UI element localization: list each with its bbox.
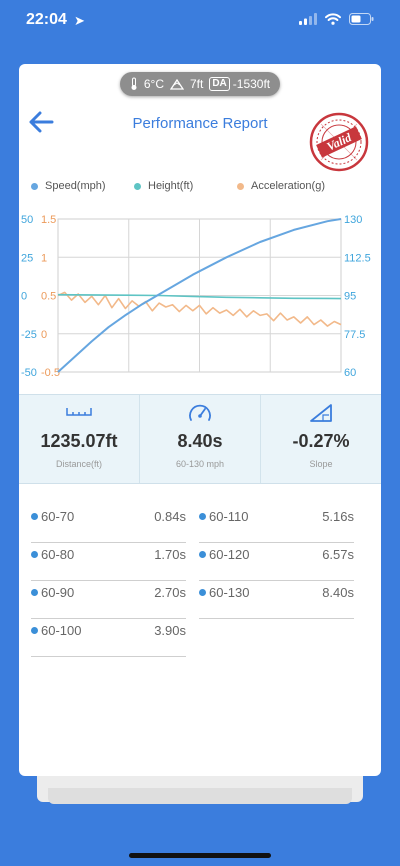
split-dot <box>31 551 38 558</box>
y-tick-label-speed: 25 <box>21 252 33 264</box>
legend-dot <box>31 182 38 190</box>
split-row-60-70: 60-70 0.84s <box>31 504 186 543</box>
time-label: 60-130 mph <box>175 459 225 469</box>
split-range: 60-120 <box>209 547 250 562</box>
split-row-60-130: 60-130 8.40s <box>199 580 354 619</box>
y-tick-label-right: 95 <box>344 291 356 303</box>
height-series-line <box>57 293 342 300</box>
weather-pill: 6°C 7ft DA -1530ft <box>120 72 280 96</box>
split-dot <box>31 513 38 520</box>
elevation-value: 7ft <box>189 77 204 91</box>
split-time: 3.90s <box>154 623 186 638</box>
y-tick-label-speed: 0 <box>21 291 27 303</box>
slope-label: Slope <box>309 459 333 469</box>
legend-dot <box>134 182 141 190</box>
page-title: Performance Report <box>132 115 268 132</box>
stat-slope: -0.27% Slope <box>260 395 381 483</box>
split-dot <box>31 589 38 596</box>
status-icons <box>299 13 374 25</box>
y-tick-label-acceleration: 0 <box>41 329 47 341</box>
legend-item-acceleration[interactable]: Acceleration(g) <box>237 180 325 192</box>
split-range: 60-130 <box>209 585 250 600</box>
split-dot <box>199 589 206 596</box>
legend-label: Acceleration(g) <box>251 180 325 192</box>
y-tick-label-right: 112.5 <box>344 252 371 264</box>
valid-stamp: Valid <box>309 112 369 172</box>
legend-label: Speed(mph) <box>45 180 106 192</box>
split-row-60-120: 60-120 6.57s <box>199 542 354 581</box>
y-tick-label-speed: -50 <box>21 367 37 379</box>
y-tick-label-right: 130 <box>344 214 362 226</box>
speed-series-line <box>57 218 342 373</box>
ruler-icon <box>19 403 139 425</box>
split-time: 2.70s <box>154 585 186 600</box>
legend-item-height[interactable]: Height(ft) <box>134 180 193 192</box>
slope-icon <box>261 403 381 425</box>
split-range: 60-90 <box>41 585 75 600</box>
performance-chart[interactable]: 50 25 0 -25 -50 1.5 1 0.5 0 -0.5 130 112.5 95 77.5 60 <box>19 209 381 387</box>
split-row-60-100: 60-100 3.90s <box>31 618 186 657</box>
y-tick-label-acceleration: 1.5 <box>41 214 56 226</box>
split-time: 5.16s <box>322 509 354 524</box>
y-tick-label-acceleration: -0.5 <box>41 367 60 379</box>
stat-time: 8.40s 60-130 mph <box>139 395 260 483</box>
stat-distance: 1235.07ft Distance(ft) <box>19 395 139 483</box>
split-row-60-80: 60-80 1.70s <box>31 542 186 581</box>
split-time: 8.40s <box>322 585 354 600</box>
y-tick-label-acceleration: 0.5 <box>41 291 56 303</box>
split-time: 1.70s <box>154 547 186 562</box>
split-time: 0.84s <box>154 509 186 524</box>
split-time: 6.57s <box>322 547 354 562</box>
density-altitude-badge: DA <box>209 77 230 91</box>
split-range: 60-100 <box>41 623 82 638</box>
y-tick-label-speed: -25 <box>21 329 37 341</box>
back-button[interactable] <box>27 110 55 139</box>
y-tick-label-speed: 50 <box>21 214 33 226</box>
status-bar: 22:04 ➤ <box>0 0 400 44</box>
legend-dot <box>237 182 244 190</box>
split-row-60-110: 60-110 5.16s <box>199 504 354 543</box>
split-range: 60-110 <box>209 509 249 524</box>
legend-item-speed[interactable]: Speed(mph) <box>31 180 106 192</box>
split-range: 60-70 <box>41 509 75 524</box>
status-time: 22:04 <box>26 11 67 28</box>
home-indicator <box>129 853 271 858</box>
card-stack-shadow-back <box>48 788 352 804</box>
back-arrow-icon <box>29 111 54 133</box>
stats-panel: 1235.07ft Distance(ft) 8.40s 60-130 mph … <box>19 394 381 484</box>
split-range: 60-80 <box>41 547 75 562</box>
temperature-value: 6°C <box>143 77 164 91</box>
split-dot <box>199 551 206 558</box>
battery-icon <box>349 13 374 25</box>
y-tick-label-acceleration: 1 <box>41 252 47 264</box>
y-tick-label-right: 77.5 <box>344 329 365 341</box>
time-value: 8.40s <box>177 431 223 451</box>
legend-label: Height(ft) <box>148 180 194 192</box>
thermometer-icon <box>130 77 138 91</box>
density-altitude-value: -1530ft <box>232 77 271 91</box>
location-arrow-icon: ➤ <box>74 13 85 28</box>
wifi-icon <box>325 13 341 25</box>
y-tick-label-right: 60 <box>344 367 356 379</box>
report-card: 6°C 7ft DA -1530ft Performance Report Va… <box>19 64 381 776</box>
slope-value: -0.27% <box>292 431 350 451</box>
split-dot <box>31 627 38 634</box>
distance-label: Distance(ft) <box>55 459 102 469</box>
speedometer-icon <box>140 403 260 425</box>
split-dot <box>199 513 206 520</box>
cellular-signal-icon <box>299 13 317 25</box>
mountain-icon <box>169 78 184 90</box>
distance-value: 1235.07ft <box>40 431 118 451</box>
split-row-60-90: 60-90 2.70s <box>31 580 186 619</box>
